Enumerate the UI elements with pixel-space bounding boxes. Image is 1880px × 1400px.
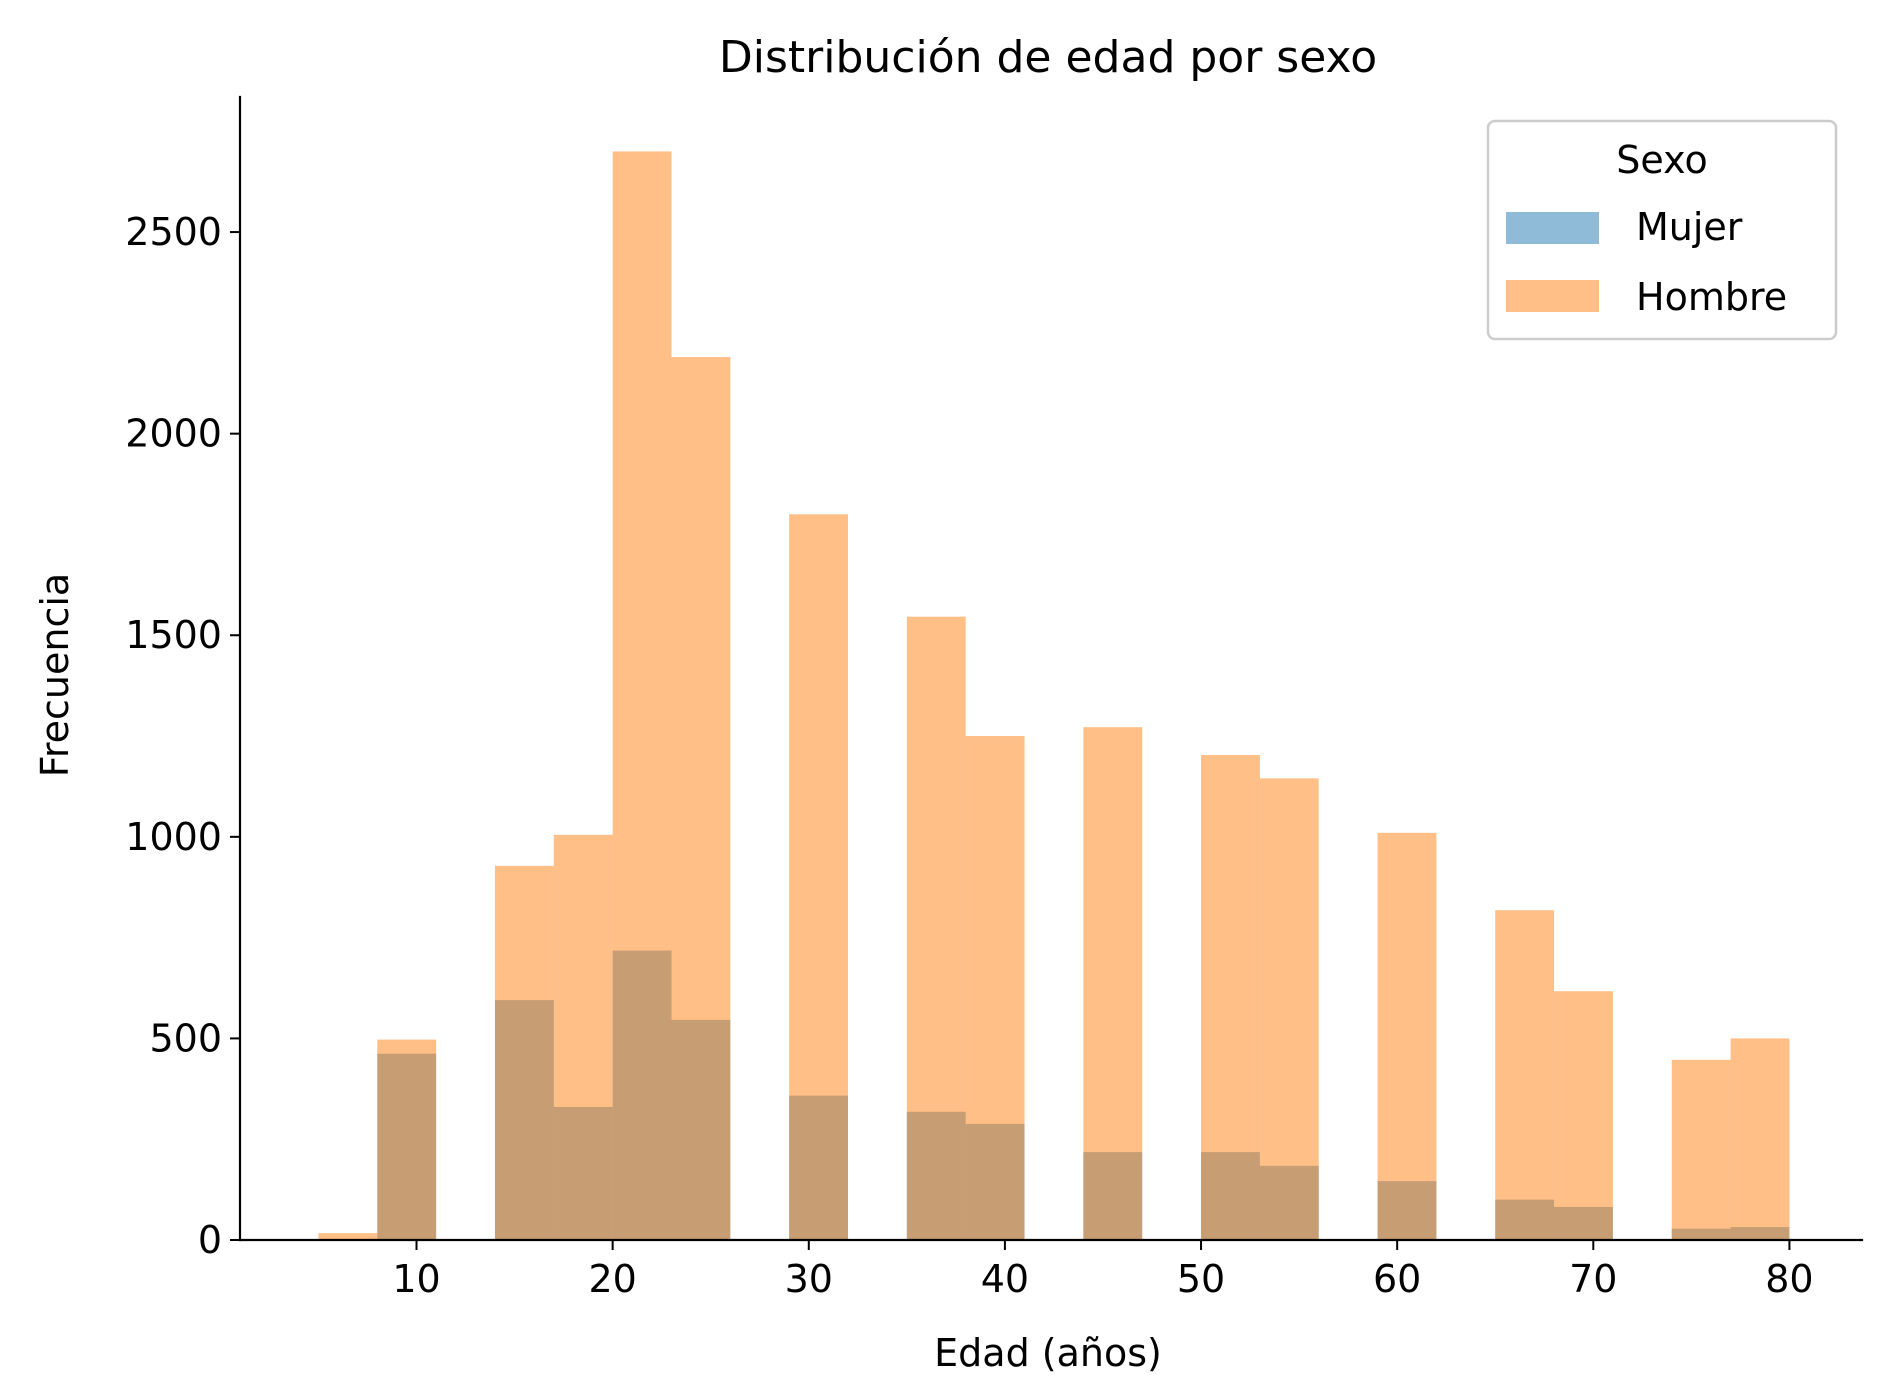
bar-hombre-8 [789, 514, 849, 1240]
x-tick-label-80: 80 [1765, 1257, 1813, 1301]
x-tick-label-20: 20 [588, 1257, 636, 1301]
bar-hombre-23 [1671, 1059, 1731, 1240]
bar-hombre-5 [612, 151, 672, 1240]
bar-hombre-10 [906, 616, 966, 1240]
y-tick-label-2500: 2500 [125, 210, 222, 254]
bar-hombre-6 [671, 357, 731, 1240]
axes-layer: 10 20 30 40 50 60 70 80 0 500 1000 1500 2000 2500 [125, 95, 1864, 1301]
legend: Sexo Mujer Hombre [1486, 119, 1838, 341]
y-tick-label-500: 500 [149, 1016, 222, 1060]
y-axis-label: Frecuencia [33, 573, 77, 777]
x-tick-label-70: 70 [1569, 1257, 1617, 1301]
chart-title: Distribución de edad por sexo [719, 32, 1377, 83]
bar-hombre-13 [1083, 727, 1143, 1240]
y-tick-label-0: 0 [198, 1218, 222, 1262]
bar-hombre-18 [1377, 832, 1437, 1240]
legend-swatch-mujer [1506, 212, 1599, 244]
x-tick-label-50: 50 [1177, 1257, 1225, 1301]
legend-title: Sexo [1616, 138, 1707, 182]
x-axis-label: Edad (años) [934, 1331, 1162, 1375]
bar-hombre-24 [1730, 1038, 1790, 1240]
bar-hombre-0 [318, 1233, 378, 1240]
y-tick-label-2000: 2000 [125, 412, 222, 456]
bar-hombre-4 [553, 834, 613, 1240]
bar-hombre-11 [965, 736, 1025, 1240]
bar-hombre-21 [1554, 991, 1613, 1240]
legend-swatch-hombre [1506, 280, 1599, 312]
y-tick-label-1000: 1000 [125, 815, 222, 859]
x-tick-label-40: 40 [981, 1257, 1029, 1301]
x-tick-label-10: 10 [392, 1257, 440, 1301]
y-tick-label-1500: 1500 [125, 613, 222, 657]
bars-layer [318, 151, 1790, 1240]
bar-hombre-20 [1495, 910, 1555, 1240]
bar-hombre-16 [1259, 778, 1319, 1240]
bar-hombre-15 [1201, 754, 1260, 1240]
x-tick-label-60: 60 [1373, 1257, 1421, 1301]
bar-hombre-3 [494, 865, 554, 1240]
bar-hombre-1 [377, 1039, 437, 1240]
legend-label-hombre: Hombre [1636, 275, 1787, 319]
x-tick-label-30: 30 [785, 1257, 833, 1301]
legend-label-mujer: Mujer [1636, 205, 1743, 249]
